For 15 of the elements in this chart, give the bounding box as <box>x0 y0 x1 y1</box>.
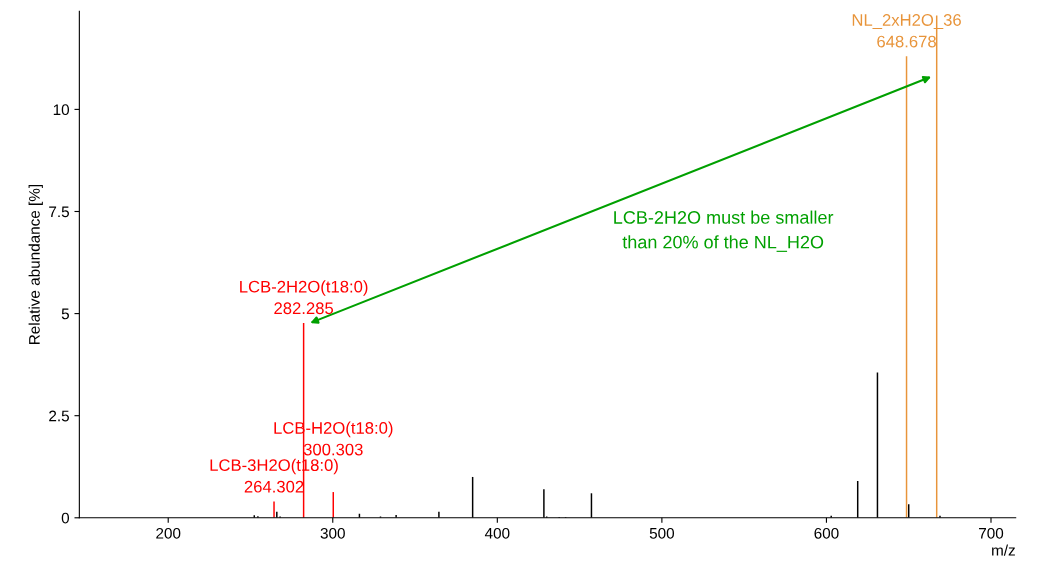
x-tick-label: 200 <box>156 527 181 539</box>
y-tick-label: 10 <box>53 104 70 116</box>
y-tick-label: 7.5 <box>49 206 69 218</box>
data-label: LCB-2H2O(t18:0) 282.285 <box>240 280 368 315</box>
y-tick-label: 0 <box>61 512 70 524</box>
x-tick-label: 700 <box>979 527 1004 539</box>
y-tick-label: 5 <box>61 308 69 320</box>
x-tick-label: 300 <box>320 527 345 539</box>
x-tick-label: 600 <box>814 527 839 539</box>
y-axis-title: Relative abundance [%] <box>28 184 43 345</box>
y-tick-label: 2.5 <box>49 410 69 422</box>
x-tick-label: 500 <box>649 527 675 539</box>
x-tick-label: 400 <box>484 527 510 539</box>
annotation: LCB-2H2O must be smaller than 20% of the NL_H2O <box>614 210 834 252</box>
x-axis-title: m/z <box>992 544 1015 556</box>
